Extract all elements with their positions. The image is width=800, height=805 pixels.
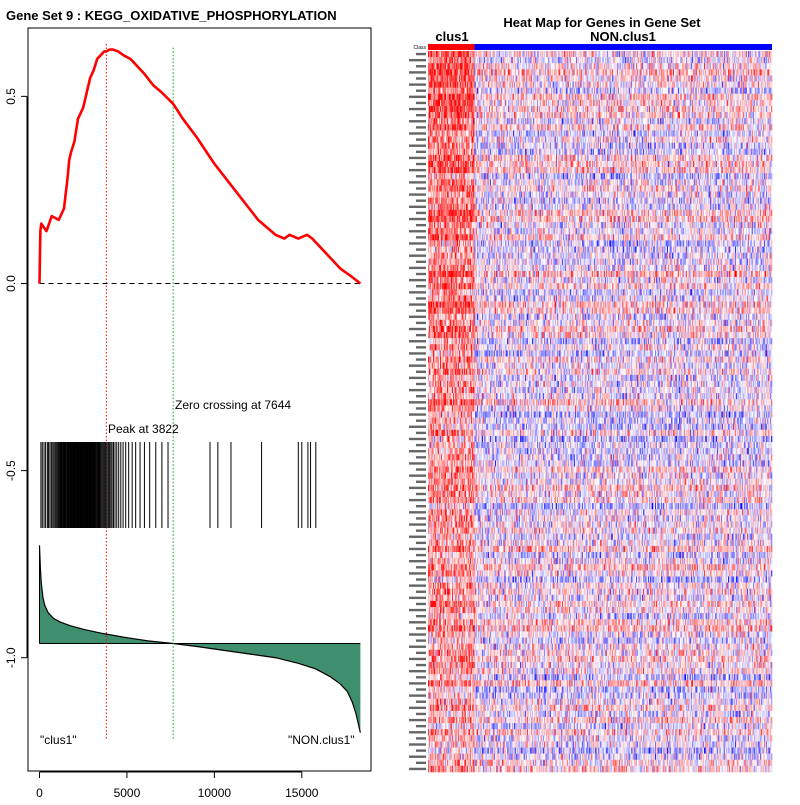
ranked-metric-layer [39, 545, 360, 732]
figure-canvas: Gene Set 9 : KEGG_OXIDATIVE_PHOSPHORYLAT… [0, 0, 800, 800]
gsea-figure: Gene Set 9 : KEGG_OXIDATIVE_PHOSPHORYLAT… [0, 0, 800, 800]
heatmap-title: Heat Map for Genes in Gene Set [503, 15, 701, 30]
heatmap-row [428, 63, 772, 69]
y-tick-label: -1.0 [4, 647, 18, 668]
class-left-label: "clus1" [40, 733, 77, 747]
ranked-metric-area [39, 545, 360, 732]
class-bar-clus1 [428, 44, 474, 50]
heatmap-row [428, 51, 772, 57]
x-tick-label: 0 [36, 786, 43, 800]
gene-hits-layer [41, 442, 316, 528]
y-tick-label: 0.0 [4, 275, 18, 292]
class-right-label: "NON.clus1" [288, 733, 355, 747]
y-tick-label: -0.5 [4, 460, 18, 481]
left-title: Gene Set 9 : KEGG_OXIDATIVE_PHOSPHORYLAT… [6, 8, 337, 23]
enrichment-score-curve [39, 50, 360, 284]
y-tick-label: 0.5 [4, 88, 18, 105]
class-bar-non-clus1 [474, 44, 772, 50]
enrichment-score-layer [39, 50, 360, 284]
heatmap-cell [771, 57, 772, 63]
x-tick-label: 5000 [114, 786, 141, 800]
heatmap-cell [771, 51, 772, 57]
heatmap-row [428, 57, 772, 63]
zero-crossing-annotation: Zero crossing at 7644 [175, 398, 291, 412]
x-tick-label: 10000 [198, 786, 232, 800]
heatmap-class-right-label: NON.clus1 [590, 29, 656, 44]
peak-annotation: Peak at 3822 [108, 422, 179, 436]
x-tick-label: 15000 [285, 786, 319, 800]
heatmap: Class [409, 44, 772, 772]
heatmap-class-left-label: clus1 [435, 29, 468, 44]
